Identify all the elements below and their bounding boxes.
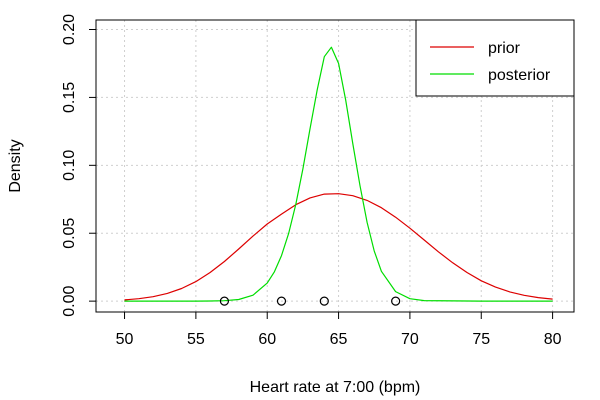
observation-point-1: [276, 296, 287, 306]
legend-prior-label: prior: [488, 40, 521, 57]
observation-points: [219, 296, 401, 306]
y-axis-label: Density: [7, 139, 24, 192]
x-tick-label-5: 75: [472, 331, 490, 348]
y-axis: 0.00 0.05 0.10 0.15 0.20: [61, 14, 96, 317]
series-posterior-line: [124, 46, 553, 302]
x-tick-label-1: 55: [187, 331, 205, 348]
x-tick-label-0: 50: [116, 331, 134, 348]
observation-point-0: [219, 296, 230, 306]
y-tick-label-1: 0.05: [61, 218, 78, 249]
y-tick-label-4: 0.20: [61, 14, 78, 45]
series-prior-line: [124, 193, 553, 301]
observation-point-3: [391, 296, 401, 306]
grid: [96, 20, 574, 312]
plot-frame: [95, 19, 575, 313]
y-tick-label-3: 0.15: [61, 82, 78, 113]
x-axis-label: Heart rate at 7:00 (bpm): [250, 379, 421, 396]
y-tick-label-0: 0.00: [61, 285, 78, 316]
legend-box: [415, 19, 575, 97]
observation-point-2: [319, 296, 329, 306]
legend-posterior-label: posterior: [488, 67, 551, 84]
legend: prior posterior: [415, 19, 575, 97]
x-tick-label-3: 65: [330, 331, 348, 348]
x-tick-label-6: 80: [544, 331, 562, 348]
x-tick-label-4: 70: [401, 331, 419, 348]
x-axis: 50 55 60 65 70 75 80: [116, 312, 562, 348]
y-tick-label-2: 0.10: [61, 150, 78, 181]
x-tick-label-2: 60: [258, 331, 276, 348]
curves: [124, 46, 553, 302]
